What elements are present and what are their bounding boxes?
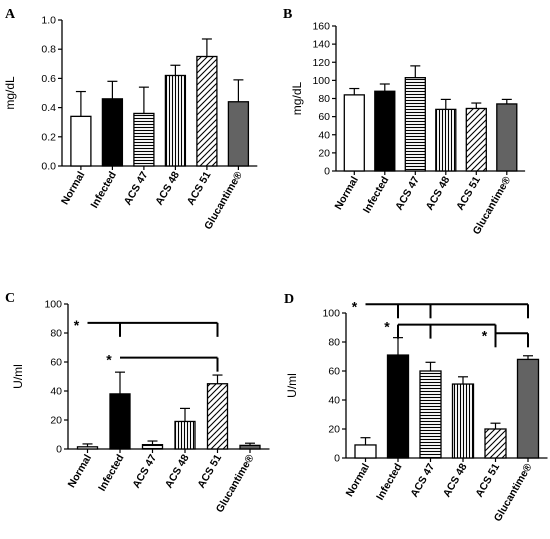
panel-letter: B [283,7,292,22]
y-tick-label: 1.0 [41,15,56,27]
bar-5 [496,103,518,172]
significance-star: * [352,298,358,314]
panel-letter: C [5,291,15,306]
category-label: Infected [96,453,127,494]
y-axis-label: U/ml [11,364,25,389]
bar-1 [109,393,131,450]
bar-3 [451,383,475,459]
bar-4 [206,383,229,450]
bar-0 [76,446,99,450]
y-tick-label: 40 [318,129,330,141]
y-tick-label: 120 [312,57,330,69]
category-label: ACS 48 [441,461,470,499]
category-label: ACS 51 [185,169,214,207]
y-tick-label: 60 [50,357,62,369]
category-label: ACS 51 [454,174,483,212]
y-tick-label: 0 [334,453,340,465]
y-tick-label: 0.4 [41,102,56,114]
y-tick-label: 0.0 [41,161,56,173]
panel-letter: A [5,7,16,22]
category-label: ACS 48 [153,169,182,207]
bar-1 [386,354,410,459]
bar-5 [239,444,261,450]
category-label: ACS 51 [473,461,502,499]
y-tick-label: 0.2 [41,131,56,143]
y-tick-label: 80 [50,328,62,340]
category-label: Infected [88,170,119,211]
bar-0 [343,94,365,172]
bar-0 [354,444,377,459]
y-tick-label: 140 [312,39,330,51]
category-label: ACS 47 [122,169,151,207]
category-label: Normal [344,461,373,498]
category-label: Infected [374,462,405,503]
category-label: ACS 47 [408,461,437,499]
bar-3 [174,420,196,450]
y-tick-label: 20 [50,415,62,427]
significance-star: * [384,319,390,335]
category-label: Normal [332,174,361,211]
category-label: ACS 51 [195,452,224,490]
y-tick-label: 60 [318,111,330,123]
bar-4 [196,55,218,167]
y-axis-label: mg/dL [290,82,304,116]
category-label: ACS 47 [393,174,422,212]
y-tick-label: 160 [312,21,330,33]
significance-star: * [74,317,80,333]
y-axis-label: mg/dL [3,76,17,110]
y-tick-label: 40 [50,386,62,398]
y-tick-label: 100 [322,308,340,320]
bar-4 [484,428,507,459]
panel-b: B 0 20 40 60 80 100 120 140 160 mg/dL Normal Infecte… [283,7,526,237]
bar-3 [435,108,457,172]
y-axis-label: U/ml [285,373,299,398]
significance-star: * [482,327,488,343]
bar-5 [516,358,540,459]
significance-star: * [106,352,112,368]
bar-3 [164,74,187,167]
bar-2 [133,112,155,167]
bar-5 [227,101,250,167]
y-tick-label: 60 [328,366,340,378]
panel-letter: D [284,292,294,307]
y-tick-label: 80 [318,93,330,105]
y-tick-label: 0.8 [41,44,56,56]
y-tick-label: 100 [312,75,330,87]
category-label: Normal [66,452,95,489]
y-tick-label: 0 [324,166,330,178]
bar-2 [419,370,442,459]
y-tick-label: 0 [56,444,62,456]
y-tick-label: 100 [44,299,62,311]
category-label: ACS 48 [163,452,192,490]
y-tick-label: 40 [328,395,340,407]
category-label: Infected [361,175,392,216]
category-label: ACS 47 [130,452,159,490]
y-tick-label: 20 [328,424,340,436]
y-tick-label: 20 [318,147,330,159]
category-label: Normal [59,169,88,206]
bar-1 [374,90,396,172]
y-tick-label: 80 [328,337,340,349]
bar-2 [404,77,426,172]
bar-4 [465,107,487,172]
bar-2 [141,443,164,450]
bar-0 [70,115,92,167]
bar-1 [101,98,124,167]
y-tick-label: 0.6 [41,73,56,85]
category-label: ACS 48 [424,174,453,212]
